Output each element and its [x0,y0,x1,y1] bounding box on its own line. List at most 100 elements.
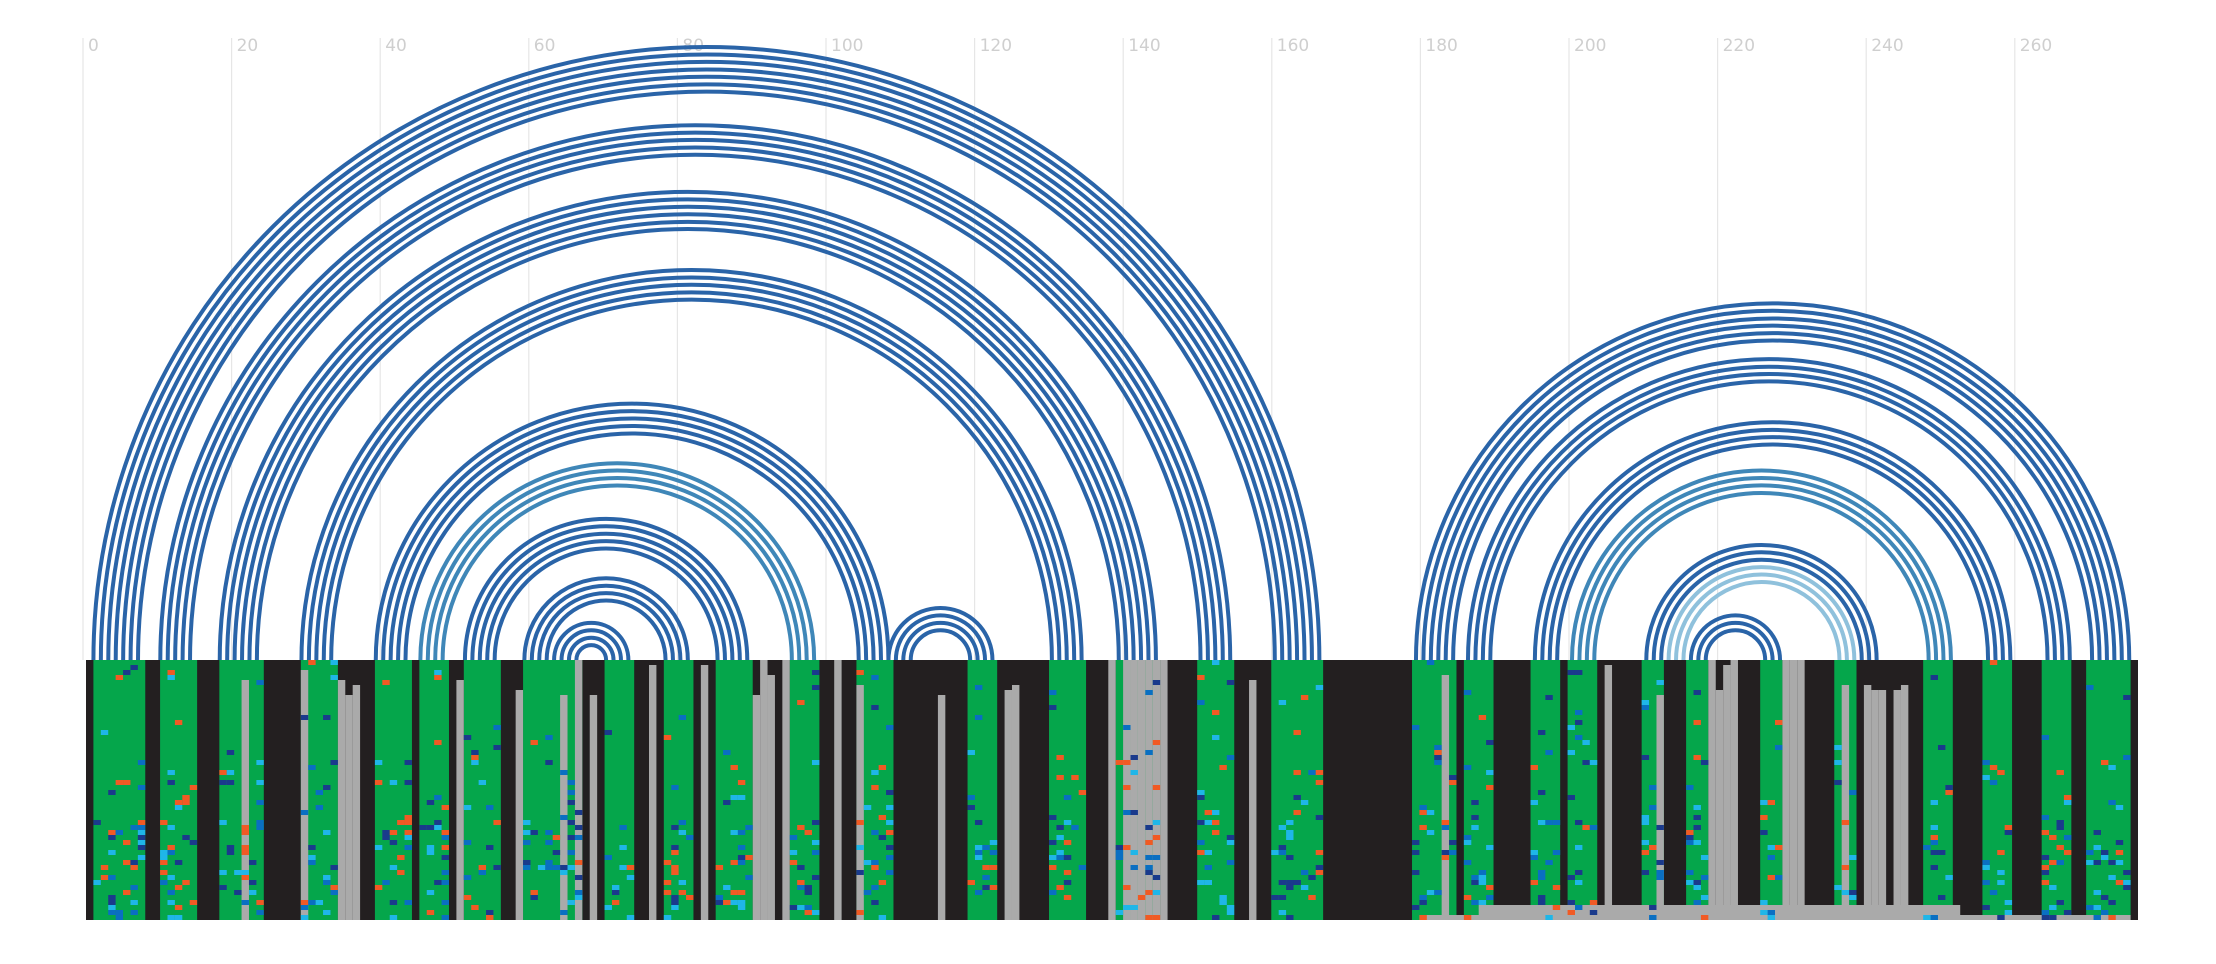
mutation-cell [1212,810,1220,815]
base-pair-arc [574,643,609,661]
gap-column [1900,685,1909,920]
mutation-cell [1530,765,1538,770]
base-pair-arc [225,197,1151,661]
mutation-cell [441,845,449,850]
mutation-cell [1063,795,1072,800]
mutation-cell [1412,725,1420,730]
mutation-cell [1204,810,1213,815]
mutation-cell [463,805,472,810]
mutation-cell [219,885,227,890]
mutation-cell [1641,850,1650,855]
mutation-cell [530,895,538,900]
mutation-cell [1412,850,1420,855]
mutation-cell [1145,890,1153,895]
mutation-cell [1049,865,1057,870]
mutation-cell [974,855,983,860]
mutation-cell [330,660,338,665]
mutation-cell [463,875,472,880]
mutation-cell [856,670,864,675]
mutation-cell [1545,915,1553,920]
gap-column [1715,690,1724,920]
gap-column [834,660,842,920]
mutation-cell [804,830,812,835]
mutation-cell [1686,870,1694,875]
mutation-cell [323,785,331,790]
base-pair-arc [1570,468,1953,661]
mutation-cell [1997,870,2005,875]
mutation-cell [611,890,620,895]
mutation-cell [1937,745,1946,750]
mutation-cell [1767,800,1776,805]
mutation-cell [1278,880,1287,885]
mutation-cell [974,845,983,850]
base-pair-arc [128,82,1285,661]
mutation-cell [878,915,887,920]
mutation-cell [1574,670,1583,675]
mutation-cell [730,765,738,770]
mutation-cell [804,885,812,890]
base-pair-arc [1465,357,2072,661]
mutation-cell [878,835,887,840]
mutation-cell [1123,845,1131,850]
mutation-cell [1212,660,1220,665]
mutation-cell [1849,855,1857,860]
mutation-cell [1197,795,1205,800]
mutation-cell [1152,875,1161,880]
mutation-cell [1841,865,1850,870]
mutation-cell [1115,910,1124,915]
mutation-cell [330,675,338,680]
mutation-cell [871,705,879,710]
gap-column [515,690,524,920]
mutation-cell [1419,915,1427,920]
mutation-cell [1989,890,1998,895]
mutation-cell [730,860,738,865]
gap-column [1160,660,1168,920]
mutation-cell [1760,910,1768,915]
base-pair-arc [173,137,1218,661]
mutation-cell [1226,840,1235,845]
mutation-cell [1463,835,1472,840]
mutation-cell [1656,870,1664,875]
mutation-cell [1130,755,1138,760]
mutation-cell [256,900,264,905]
mutation-cell [626,865,635,870]
mutation-cell [967,795,975,800]
mutation-cell [1463,690,1472,695]
mutation-cell [1686,880,1694,885]
mutation-cell [730,890,738,895]
base-pair-arc [1688,613,1783,661]
mutation-cell [804,890,812,895]
base-pair-arc [1696,620,1775,661]
mutation-cell [256,910,264,915]
mutation-cell [523,860,531,865]
base-pair-arc [180,145,1210,661]
gap-column [649,665,657,920]
mutation-cell [1419,810,1427,815]
mutation-cell [2056,900,2064,905]
mutation-cell [241,900,249,905]
mutation-cell [219,820,227,825]
mutation-cell [2049,905,2057,910]
mutation-cell [523,865,531,870]
gap-column [352,685,361,920]
mutation-cell [1700,895,1709,900]
mutation-cell [871,860,879,865]
mutation-cell [1760,900,1768,905]
mutation-cell [871,900,879,905]
mutation-cell [2100,855,2109,860]
mutation-cell [1775,745,1783,750]
mutation-cell [137,845,146,850]
mutation-cell [619,865,627,870]
mutation-cell [248,880,257,885]
mutation-cell [115,910,124,915]
mutation-cell [1426,830,1435,835]
mutation-cell [1760,815,1768,820]
mutation-cell [1204,850,1213,855]
mutation-cell [478,780,487,785]
mutation-cell [1582,740,1590,745]
mutation-cell [574,835,583,840]
mutation-cell [167,900,175,905]
base-pair-arc [403,431,861,661]
mutation-cell [886,830,894,835]
mutation-cell [1056,755,1064,760]
